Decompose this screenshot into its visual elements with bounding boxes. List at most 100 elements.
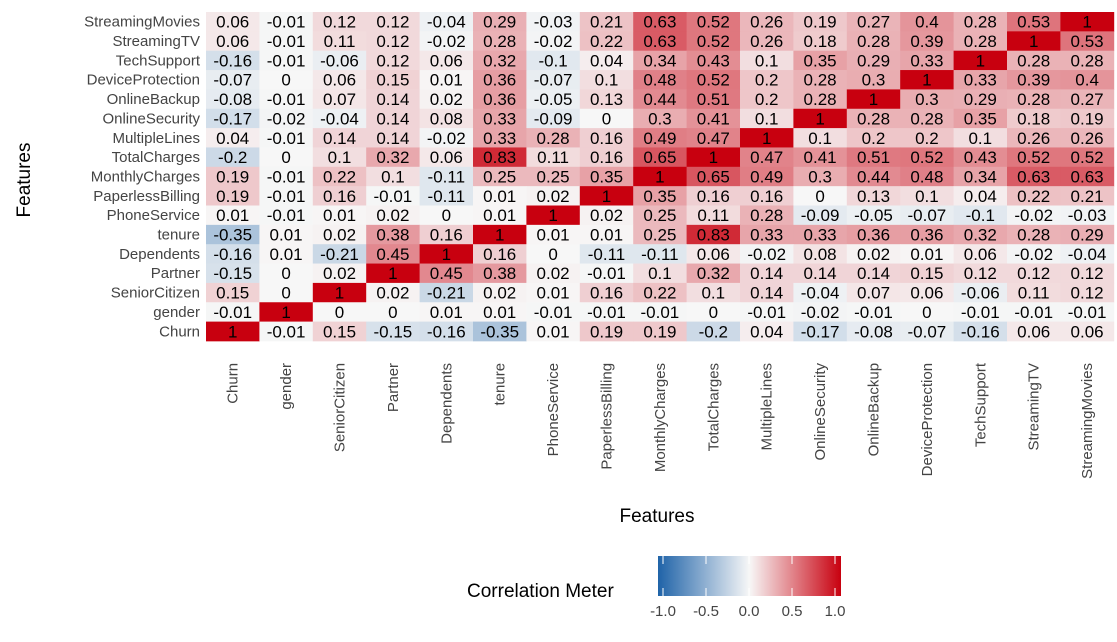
- heatmap-cell-value: 0.16: [750, 187, 783, 206]
- heatmap-cell-value: 0.4: [915, 13, 939, 32]
- heatmap-cell: [793, 70, 848, 90]
- heatmap-cell: [740, 244, 794, 264]
- x-axis-tick-label: MonthlyCharges: [652, 363, 669, 472]
- heatmap-cell: [686, 70, 741, 90]
- heatmap-cell-value: 0.1: [328, 148, 352, 167]
- heatmap-cell-value: 0.51: [697, 90, 730, 109]
- heatmap-cell-value: 0.16: [697, 187, 730, 206]
- heatmap-cell-value: -0.01: [1014, 303, 1053, 322]
- heatmap-cell-value: 0.12: [376, 13, 409, 32]
- heatmap-cell: [793, 12, 848, 32]
- x-axis-tick-label: PaperlessBilling: [599, 363, 616, 470]
- heatmap-cell-value: 0.33: [483, 129, 516, 148]
- heatmap-cell: [312, 166, 367, 187]
- heatmap-cell-value: -0.01: [587, 264, 626, 283]
- heatmap-cell-value: 0.18: [1017, 109, 1050, 128]
- heatmap-cell: [686, 205, 741, 226]
- heatmap-cell: [793, 108, 848, 129]
- heatmap-cell-value: 0.14: [750, 284, 783, 303]
- heatmap-cell: [206, 89, 260, 110]
- heatmap-cell-value: -0.01: [1068, 303, 1107, 322]
- heatmap-cell-value: 0.28: [857, 109, 890, 128]
- x-axis-title: Features: [620, 506, 695, 527]
- heatmap-cell: [793, 302, 848, 322]
- heatmap-cell: [526, 263, 581, 284]
- heatmap-cell: [953, 302, 1008, 322]
- heatmap-cell: [366, 186, 420, 206]
- heatmap-cell: [419, 321, 474, 342]
- heatmap-cell-value: 0.01: [483, 206, 516, 225]
- heatmap-cell: [1060, 128, 1115, 148]
- heatmap-cell: [526, 302, 581, 322]
- heatmap-cell-value: -0.01: [534, 303, 573, 322]
- heatmap-cell: [793, 50, 848, 71]
- heatmap-cell: [740, 70, 794, 90]
- heatmap-cell: [419, 186, 474, 206]
- heatmap-cell-value: 0.04: [216, 129, 249, 148]
- heatmap-cell-value: 1: [281, 303, 290, 322]
- heatmap-cell-value: 0.28: [964, 13, 997, 32]
- heatmap-cell-value: 0.47: [697, 129, 730, 148]
- heatmap-cell-value: -0.01: [267, 13, 306, 32]
- heatmap-cell-value: 0.3: [648, 109, 672, 128]
- heatmap-cell: [206, 31, 260, 52]
- heatmap-cell-value: -0.17: [801, 322, 840, 341]
- legend-tick-label: 1.0: [825, 603, 846, 620]
- heatmap-cell: [473, 12, 527, 32]
- heatmap-cell: [953, 50, 1008, 71]
- heatmap-cell: [1007, 70, 1061, 90]
- heatmap-cell: [312, 31, 367, 52]
- heatmap-cell: [312, 50, 367, 71]
- heatmap-cell-value: 0.16: [430, 226, 463, 245]
- heatmap-cell: [740, 166, 794, 187]
- heatmap-cell: [846, 147, 901, 168]
- heatmap-cell: [366, 205, 420, 226]
- heatmap-cell: [312, 147, 367, 168]
- heatmap-cell-value: -0.02: [427, 129, 466, 148]
- heatmap-cell-value: 0.14: [376, 109, 409, 128]
- heatmap-cell-value: 0.28: [964, 32, 997, 51]
- y-axis-tick-label: tenure: [157, 227, 200, 244]
- heatmap-cell-value: -0.04: [1068, 245, 1107, 264]
- heatmap-cell: [953, 31, 1008, 52]
- heatmap-cell: [633, 89, 687, 110]
- heatmap-cell-value: -0.02: [747, 245, 786, 264]
- heatmap-cell: [312, 128, 367, 148]
- heatmap-cell: [259, 282, 314, 303]
- heatmap-cell: [686, 263, 741, 284]
- heatmap-cell: [793, 89, 848, 110]
- heatmap-cell-value: 0.01: [483, 303, 516, 322]
- heatmap-cell: [1007, 50, 1061, 71]
- heatmap-cell: [259, 186, 314, 206]
- heatmap-cell: [206, 205, 260, 226]
- heatmap-cell-value: 0.1: [808, 129, 832, 148]
- heatmap-cell: [686, 50, 741, 71]
- heatmap-cell-value: -0.01: [747, 303, 786, 322]
- heatmap-cell-value: 0.33: [750, 226, 783, 245]
- heatmap-cell: [1060, 70, 1115, 90]
- heatmap-cell-value: 0.39: [910, 32, 943, 51]
- heatmap-cell: [1060, 282, 1115, 303]
- heatmap-cell: [740, 12, 794, 32]
- heatmap-cell: [793, 321, 848, 342]
- heatmap-cell: [312, 205, 367, 226]
- heatmap-cell-value: -0.03: [534, 13, 573, 32]
- heatmap-cell: [259, 166, 314, 187]
- heatmap-cell: [1007, 224, 1061, 245]
- heatmap-cell-value: -0.06: [961, 284, 1000, 303]
- heatmap-cell: [473, 147, 527, 168]
- heatmap-cell-value: -0.07: [908, 322, 947, 341]
- heatmap-cell: [526, 166, 581, 187]
- heatmap-cell: [900, 205, 954, 226]
- heatmap-cell-value: 0.65: [643, 148, 676, 167]
- heatmap-cell-value: 0: [442, 206, 451, 225]
- heatmap-cell: [740, 282, 794, 303]
- heatmap-cell-value: 0.36: [483, 71, 516, 90]
- heatmap-cell-value: 0.36: [857, 226, 890, 245]
- heatmap-cell-value: 0.01: [270, 245, 303, 264]
- x-axis-tick-labels: Churn gender SeniorCitizen Partner Dependent…: [225, 362, 1096, 479]
- heatmap-cell: [740, 321, 794, 342]
- heatmap-cell: [206, 70, 260, 90]
- heatmap-cell-value: 0.45: [376, 245, 409, 264]
- heatmap-cell: [846, 31, 901, 52]
